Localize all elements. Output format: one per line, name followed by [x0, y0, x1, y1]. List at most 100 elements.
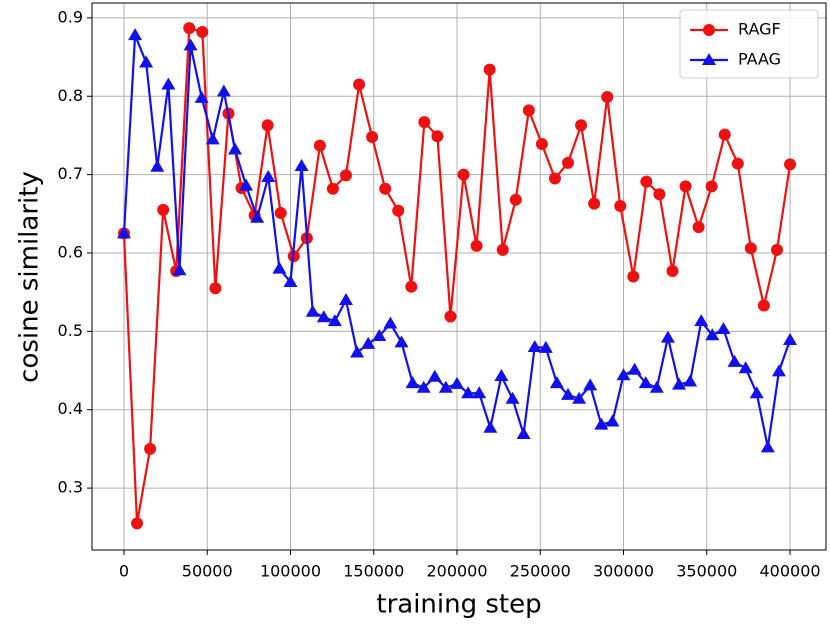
- y-tick-label: 0.5: [58, 321, 83, 340]
- legend-marker: [703, 24, 715, 36]
- data-point: [161, 77, 176, 90]
- data-point: [361, 336, 376, 349]
- data-point: [250, 210, 265, 223]
- data-point: [272, 261, 287, 274]
- data-point: [744, 242, 757, 255]
- data-point: [561, 387, 576, 400]
- data-point: [427, 369, 442, 382]
- data-point: [457, 168, 470, 181]
- x-tick-label: 100000: [260, 562, 321, 581]
- data-point: [757, 299, 770, 312]
- x-tick-label: 300000: [593, 562, 654, 581]
- data-point: [731, 157, 744, 170]
- data-point: [383, 316, 398, 329]
- data-point: [438, 380, 453, 393]
- x-tick-label: 0: [119, 562, 129, 581]
- data-point: [394, 335, 409, 348]
- data-point: [131, 517, 144, 530]
- y-tick-label: 0.8: [58, 86, 83, 105]
- data-point: [771, 364, 786, 377]
- legend-label: PAAG: [738, 50, 781, 69]
- data-point: [784, 158, 797, 171]
- x-tick-label: 50000: [182, 562, 233, 581]
- data-point: [660, 330, 675, 343]
- data-point: [705, 328, 720, 341]
- data-point: [418, 116, 431, 129]
- data-point: [770, 243, 783, 256]
- data-point: [470, 239, 483, 252]
- data-point: [366, 131, 379, 144]
- data-point: [339, 169, 352, 182]
- data-point: [583, 378, 598, 391]
- data-point: [150, 159, 165, 172]
- data-point: [372, 329, 387, 342]
- data-point: [718, 128, 731, 141]
- data-point: [353, 78, 366, 91]
- data-point: [274, 207, 287, 220]
- data-point: [548, 172, 561, 185]
- data-point: [601, 91, 614, 104]
- data-point: [522, 104, 535, 117]
- legend: RAGF PAAG: [679, 9, 819, 79]
- x-tick-label: 350000: [676, 562, 737, 581]
- data-point: [194, 90, 209, 103]
- data-point: [627, 362, 642, 375]
- data-point: [738, 361, 753, 374]
- data-point: [379, 182, 392, 195]
- data-point: [144, 442, 157, 455]
- data-point: [527, 340, 542, 353]
- data-point: [614, 199, 627, 212]
- data-point: [594, 417, 609, 430]
- data-point: [588, 197, 601, 210]
- data-point: [509, 193, 522, 206]
- data-point: [572, 391, 587, 404]
- y-tick-label: 0.6: [58, 242, 83, 261]
- legend-label: RAGF: [738, 20, 781, 39]
- data-point: [261, 119, 274, 132]
- data-point: [640, 175, 653, 188]
- data-point: [705, 180, 718, 193]
- data-point: [538, 340, 553, 353]
- data-point: [783, 332, 798, 345]
- data-point: [505, 391, 520, 404]
- data-point: [172, 263, 187, 276]
- data-point: [326, 182, 339, 195]
- y-tick-label: 0.9: [58, 7, 83, 26]
- data-point: [535, 138, 548, 151]
- data-point: [216, 84, 231, 97]
- data-point: [405, 280, 418, 293]
- data-point: [694, 314, 709, 327]
- data-point: [483, 420, 498, 433]
- data-point: [461, 386, 476, 399]
- x-tick-label: 150000: [343, 562, 404, 581]
- data-point: [294, 159, 309, 172]
- data-point: [209, 282, 222, 295]
- data-point: [472, 386, 487, 399]
- data-point: [649, 380, 664, 393]
- data-point: [350, 345, 365, 358]
- data-point: [116, 226, 131, 239]
- data-point: [157, 203, 170, 216]
- data-point: [627, 270, 640, 283]
- data-point: [183, 38, 198, 51]
- data-point: [316, 310, 331, 323]
- data-point: [605, 414, 620, 427]
- data-point: [549, 376, 564, 389]
- data-point: [313, 139, 326, 152]
- data-point: [450, 376, 465, 389]
- y-tick-label: 0.4: [58, 399, 83, 418]
- data-point: [128, 28, 143, 41]
- data-point: [494, 369, 509, 382]
- x-tick-label: 250000: [510, 562, 571, 581]
- data-point: [392, 204, 405, 217]
- data-point: [638, 376, 653, 389]
- data-point: [562, 156, 575, 169]
- x-axis-label: training step: [376, 590, 541, 620]
- data-point: [653, 188, 666, 201]
- data-point: [692, 221, 705, 234]
- data-point: [205, 132, 220, 145]
- x-tick-label: 200000: [426, 562, 487, 581]
- data-point: [327, 314, 342, 327]
